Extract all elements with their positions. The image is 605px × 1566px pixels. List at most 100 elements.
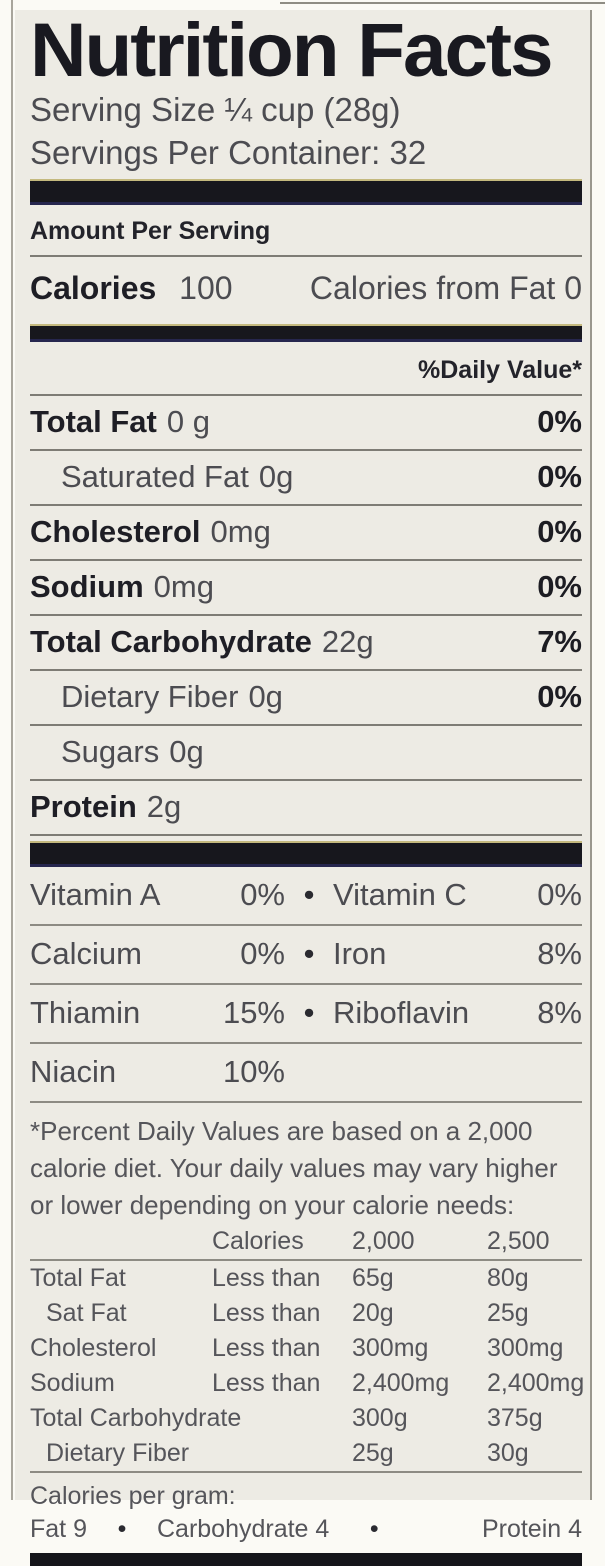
nutrient-row-saturated-fat: Saturated Fat 0g 0% — [30, 451, 582, 506]
dv-row-name: Dietary Fiber — [30, 1436, 352, 1471]
panel-title: Nutrition Facts — [30, 14, 599, 88]
dv-header-calories: Calories — [212, 1224, 352, 1259]
nutrient-name: Total Carbohydrate — [30, 624, 312, 660]
vitamin-row-niacin: Niacin 10% — [30, 1044, 582, 1103]
photo-package-edge-top — [280, 2, 605, 4]
nutrient-amount: 2g — [147, 789, 181, 825]
vitamin-percent: 0% — [197, 877, 285, 913]
daily-values-table: Calories 2,000 2,500 Total Fat Less than… — [30, 1224, 582, 1471]
nutrient-name: Dietary Fiber — [61, 679, 238, 715]
dv-row-qualifier: Less than — [212, 1366, 352, 1401]
nutrient-row-protein: Protein 2g — [30, 781, 582, 836]
vitamin-percent: 0% — [197, 936, 285, 972]
dv-row-cholesterol: Cholesterol Less than 300mg 300mg — [30, 1331, 582, 1366]
thick-divider-bar — [30, 324, 582, 342]
thick-divider-bar — [30, 179, 582, 205]
nutrient-row-total-carbohydrate: Total Carbohydrate 22g 7% — [30, 616, 582, 671]
vitamin-row-calcium-iron: Calcium 0% • Iron 8% — [30, 926, 582, 985]
daily-values-footnote: *Percent Daily Values are based on a 2,0… — [30, 1103, 560, 1224]
dv-row-2500: 300mg — [487, 1331, 582, 1366]
nutrient-row-total-fat: Total Fat 0 g 0% — [30, 396, 582, 451]
nutrient-daily-value: 0% — [537, 514, 582, 550]
calories-per-gram-values: Fat 9 • Carbohydrate 4 • Protein 4 — [30, 1513, 582, 1545]
dv-row-name: Total Fat — [30, 1261, 212, 1296]
dv-row-dietary-fiber: Dietary Fiber 25g 30g — [30, 1436, 582, 1471]
nutrient-name: Sugars — [61, 734, 159, 770]
dv-row-qualifier: Less than — [212, 1261, 352, 1296]
nutrient-daily-value: 0% — [537, 569, 582, 605]
nutrient-amount: 0g — [259, 459, 293, 495]
vitamin-name: Vitamin A — [30, 877, 197, 913]
dv-table-header: Calories 2,000 2,500 — [30, 1224, 582, 1261]
nutrient-name: Cholesterol — [30, 514, 201, 550]
bullet-separator: • — [87, 1513, 157, 1545]
dv-row-name: Total Carbohydrate — [30, 1401, 352, 1436]
amount-per-serving-heading: Amount Per Serving — [30, 205, 582, 257]
dv-row-name: Cholesterol — [30, 1331, 212, 1366]
nutrient-name: Total Fat — [30, 404, 157, 440]
vitamin-percent: 15% — [197, 995, 285, 1031]
vitamin-row-a-c: Vitamin A 0% • Vitamin C 0% — [30, 867, 582, 926]
vitamin-name: Niacin — [30, 1054, 197, 1090]
servings-per-container: Servings Per Container: 32 — [30, 131, 582, 174]
dv-row-total-fat: Total Fat Less than 65g 80g — [30, 1261, 582, 1296]
dv-row-2500: 30g — [487, 1436, 582, 1471]
dv-row-name: Sat Fat — [30, 1296, 212, 1331]
nutrient-row-sodium: Sodium 0mg 0% — [30, 561, 582, 616]
nutrient-row-dietary-fiber: Dietary Fiber 0g 0% — [30, 671, 582, 726]
nutrient-amount: 0 g — [167, 404, 210, 440]
thick-divider-bar — [30, 841, 582, 867]
nutrient-amount: 0g — [248, 679, 282, 715]
cpg-protein: Protein 4 — [482, 1513, 582, 1545]
dv-row-2500: 80g — [487, 1261, 582, 1296]
nutrient-daily-value: 7% — [537, 624, 582, 660]
thick-divider-bar — [30, 1553, 582, 1566]
dv-row-2000: 25g — [352, 1436, 487, 1471]
nutrient-amount: 22g — [322, 624, 374, 660]
dv-row-2000: 2,400mg — [352, 1366, 487, 1401]
vitamin-percent: 10% — [197, 1054, 285, 1090]
dv-row-2000: 300mg — [352, 1331, 487, 1366]
vitamin-name: Calcium — [30, 936, 197, 972]
vitamin-name: Vitamin C — [333, 877, 537, 913]
dv-row-2000: 65g — [352, 1261, 487, 1296]
nutrient-row-cholesterol: Cholesterol 0mg 0% — [30, 506, 582, 561]
calories-group: Calories 100 — [30, 270, 233, 307]
dv-row-2500: 375g — [487, 1401, 582, 1436]
bullet-separator: • — [285, 995, 333, 1031]
dv-row-sodium: Sodium Less than 2,400mg 2,400mg — [30, 1366, 582, 1401]
nutrient-daily-value: 0% — [537, 459, 582, 495]
vitamin-name: Iron — [333, 936, 537, 972]
photo-package-edge-left — [11, 0, 13, 1500]
serving-size: Serving Size ¼ cup (28g) — [30, 88, 582, 131]
calories-from-fat: Calories from Fat 0 — [310, 270, 582, 307]
daily-value-header: %Daily Value* — [30, 342, 582, 396]
nutrient-name: Saturated Fat — [61, 459, 249, 495]
bullet-separator: • — [329, 1513, 419, 1545]
dv-row-total-carbohydrate: Total Carbohydrate 300g 375g — [30, 1401, 582, 1436]
nutrient-name: Protein — [30, 789, 137, 825]
dv-header-2500: 2,500 — [487, 1224, 582, 1259]
dv-row-sat-fat: Sat Fat Less than 20g 25g — [30, 1296, 582, 1331]
calories-value: 100 — [179, 270, 232, 306]
dv-row-qualifier: Less than — [212, 1331, 352, 1366]
calories-label: Calories — [30, 270, 156, 306]
dv-row-qualifier: Less than — [212, 1296, 352, 1331]
calories-per-gram-heading: Calories per gram: — [30, 1471, 582, 1513]
nutrition-facts-panel: Nutrition Facts Serving Size ¼ cup (28g)… — [15, 10, 592, 1500]
nutrient-daily-value: 0% — [537, 679, 582, 715]
dv-header-2000: 2,000 — [352, 1224, 487, 1259]
vitamin-row-thiamin-riboflavin: Thiamin 15% • Riboflavin 8% — [30, 985, 582, 1044]
vitamin-percent: 0% — [537, 877, 582, 913]
calories-row: Calories 100 Calories from Fat 0 — [30, 257, 582, 319]
nutrient-row-sugars: Sugars 0g — [30, 726, 582, 781]
nutrient-name: Sodium — [30, 569, 144, 605]
nutrient-amount: 0mg — [154, 569, 214, 605]
dv-row-2500: 25g — [487, 1296, 582, 1331]
dv-row-2500: 2,400mg — [487, 1366, 584, 1401]
dv-row-2000: 300g — [352, 1401, 487, 1436]
vitamin-percent: 8% — [537, 936, 582, 972]
vitamin-name: Riboflavin — [333, 995, 537, 1031]
nutrient-amount: 0mg — [211, 514, 271, 550]
vitamin-percent: 8% — [537, 995, 582, 1031]
